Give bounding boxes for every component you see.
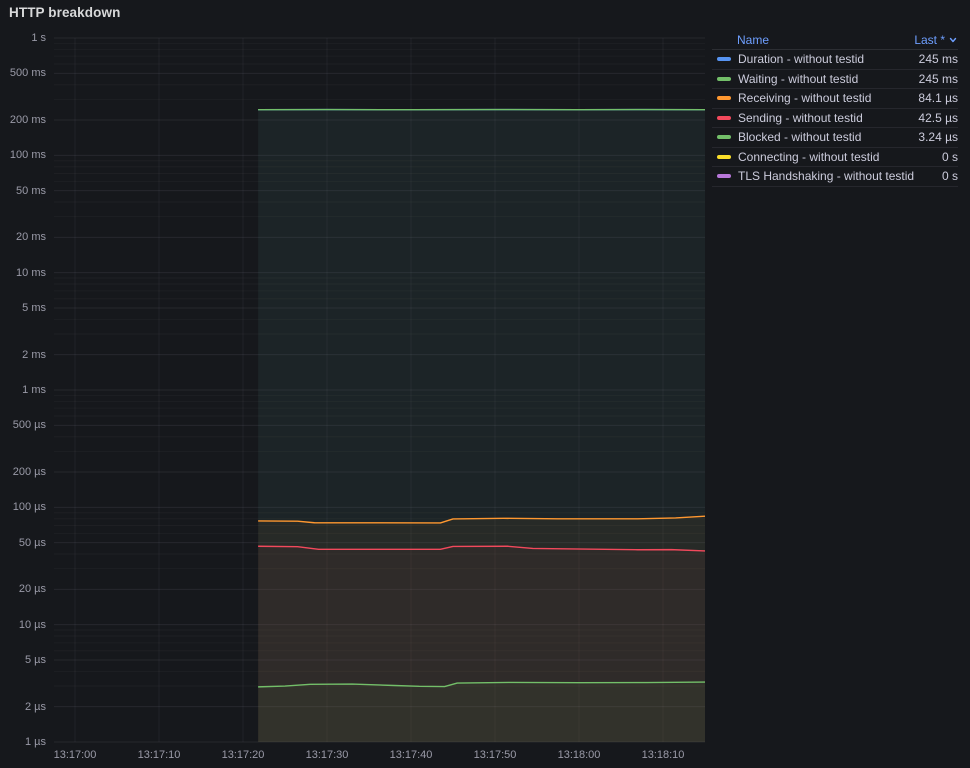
legend-series-last-value: 84.1 µs — [918, 91, 958, 106]
series-line — [258, 515, 706, 524]
legend-series-name[interactable]: Sending - without testid — [738, 110, 863, 125]
legend-series-last-value: 0 s — [941, 149, 958, 164]
legend-series-last-value: 245 ms — [918, 71, 958, 86]
series-fill — [258, 109, 705, 743]
legend-rows: Duration - without testid 245 ms Waiting -… — [712, 50, 958, 187]
y-axis-tick-label: 2 µs — [24, 700, 46, 713]
series-line — [258, 681, 706, 688]
legend-series-last-value: 0 s — [941, 169, 958, 184]
legend-series-last-value: 245 ms — [918, 52, 958, 67]
x-axis-tick-label: 13:17:50 — [473, 749, 517, 761]
x-axis-tick-label: 13:17:20 — [221, 749, 265, 761]
legend-series-last-value: 3.24 µs — [918, 130, 958, 145]
y-axis-tick-label: 2 ms — [22, 348, 46, 361]
series-line — [258, 545, 706, 552]
series-color-swatch[interactable] — [717, 57, 731, 62]
x-axis-tick-label: 13:17:30 — [305, 749, 349, 761]
series-lines — [258, 108, 706, 688]
x-axis-tick-label: 13:18:00 — [557, 749, 601, 761]
y-axis-tick-label: 1 µs — [24, 736, 46, 748]
legend-series-name[interactable]: Connecting - without testid — [738, 149, 880, 164]
panel-title[interactable]: HTTP breakdown — [9, 5, 121, 20]
y-axis-tick-label: 1 ms — [22, 384, 46, 396]
series-fill — [258, 546, 705, 742]
x-axis-tick-label: 13:17:00 — [53, 749, 97, 761]
y-axis-tick-label: 1 s — [31, 32, 46, 44]
legend-series-last-value: 42.5 µs — [918, 110, 958, 125]
horizontal-gridlines — [54, 37, 705, 743]
legend-header-last[interactable]: Last * — [914, 33, 958, 47]
legend-row[interactable]: Duration - without testid 245 ms — [712, 50, 958, 70]
y-axis-tick-label: 100 µs — [12, 501, 46, 514]
y-axis-tick-label: 200 ms — [9, 114, 46, 126]
series-fill — [258, 682, 705, 742]
series-fill — [258, 516, 705, 742]
legend-row[interactable]: Sending - without testid 42.5 µs — [712, 109, 958, 128]
y-axis-tick-label: 50 µs — [18, 536, 46, 549]
y-axis-tick-label: 500 ms — [9, 67, 46, 80]
y-axis-tick-label: 5 ms — [22, 301, 46, 314]
legend-series-name[interactable]: Receiving - without testid — [738, 91, 872, 106]
y-axis-tick-label: 10 µs — [18, 618, 46, 631]
x-axis-tick-label: 13:17:40 — [389, 749, 433, 761]
legend-series-name[interactable]: TLS Handshaking - without testid — [738, 169, 915, 184]
legend-row[interactable]: Waiting - without testid 245 ms — [712, 70, 958, 89]
legend-header-last-label: Last * — [914, 33, 945, 47]
y-axis-tick-label: 100 ms — [9, 149, 46, 162]
y-axis-tick-label: 20 ms — [16, 231, 46, 244]
series-color-swatch[interactable] — [717, 135, 731, 140]
x-axis-tick-label: 13:17:10 — [137, 749, 181, 761]
x-axis-tick-label: 13:18:10 — [641, 749, 685, 761]
legend-series-name[interactable]: Blocked - without testid — [738, 130, 862, 145]
series-color-swatch[interactable] — [717, 115, 731, 120]
y-axis-tick-label: 20 µs — [18, 583, 46, 596]
series-color-swatch[interactable] — [717, 174, 731, 179]
y-axis-tick-label: 10 ms — [16, 266, 46, 279]
y-axis-tick-label: 200 µs — [12, 466, 46, 478]
legend-table: Name Last * Duration - without testid 245… — [712, 31, 958, 187]
legend-row[interactable]: Connecting - without testid 0 s — [712, 148, 958, 167]
series-color-swatch[interactable] — [717, 76, 731, 81]
legend-series-name[interactable]: Waiting - without testid — [738, 71, 859, 86]
legend-series-name[interactable]: Duration - without testid — [738, 52, 865, 67]
series-color-swatch[interactable] — [717, 96, 731, 101]
legend-header: Name Last * — [712, 31, 958, 50]
legend-header-name[interactable]: Name — [737, 33, 770, 47]
legend-row[interactable]: TLS Handshaking - without testid 0 s — [712, 167, 958, 187]
y-axis-tick-label: 50 ms — [16, 184, 46, 197]
legend-row[interactable]: Receiving - without testid 84.1 µs — [712, 89, 958, 109]
chevron-down-icon — [949, 37, 957, 43]
y-axis-tick-label: 500 µs — [12, 419, 46, 432]
series-fill-areas — [258, 109, 705, 743]
legend-row[interactable]: Blocked - without testid 3.24 µs — [712, 128, 958, 148]
vertical-gridlines — [74, 38, 664, 742]
series-color-swatch[interactable] — [717, 154, 731, 159]
y-axis-tick-label: 5 µs — [24, 653, 46, 666]
